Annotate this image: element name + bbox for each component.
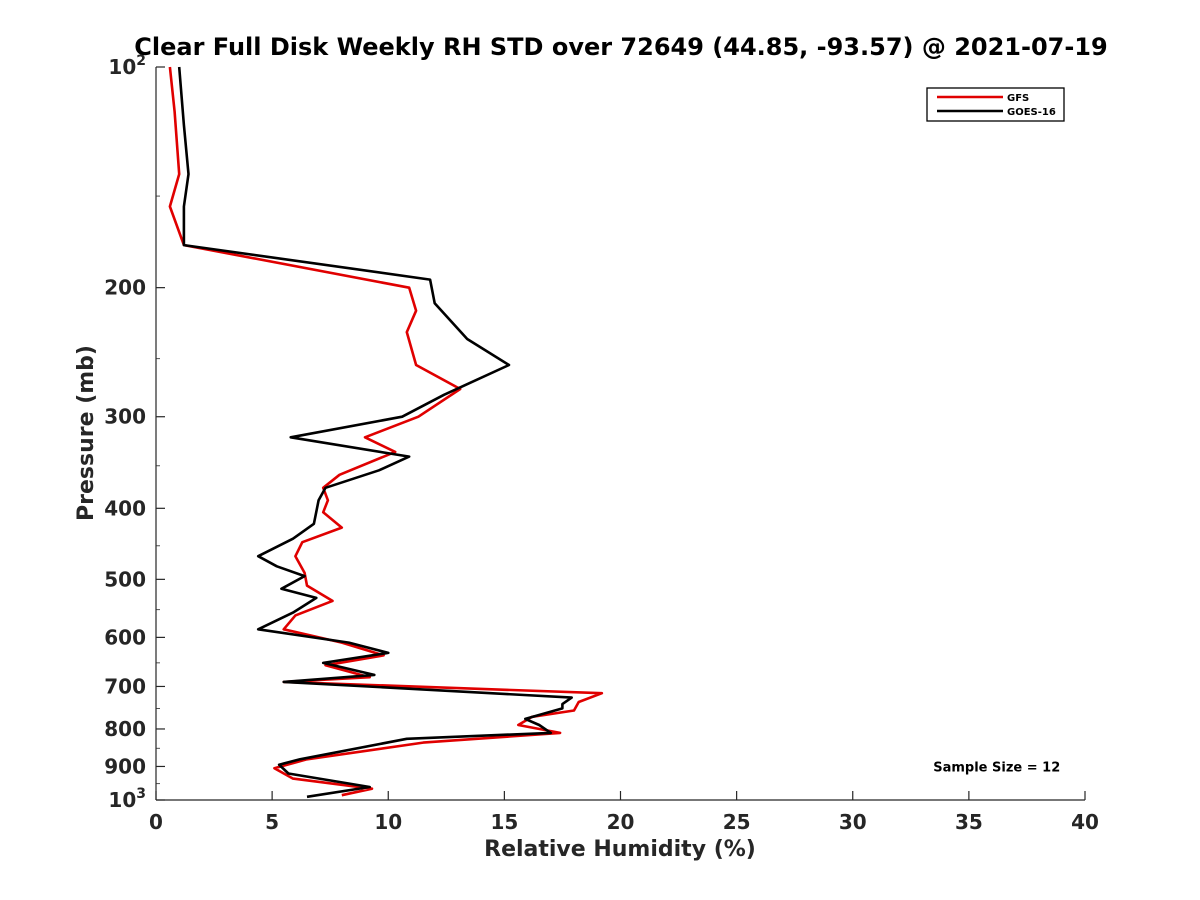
x-tick-label: 25 [723,810,751,834]
series-layer [168,66,604,799]
series-line-goes-16 [177,66,574,799]
chart-title: Clear Full Disk Weekly RH STD over 72649… [134,33,1107,61]
y-tick-label: 200 [104,276,146,300]
y-tick-label: 900 [104,754,146,778]
x-tick-label: 5 [265,810,279,834]
y-tick-label: 700 [104,674,146,698]
sample-size-annotation: Sample Size = 12 [933,760,1060,775]
y-tick-label: 500 [104,567,146,591]
legend-entry: GOES-16 [1007,107,1056,118]
y-tick-label: 300 [104,405,146,429]
x-tick-label: 20 [607,810,635,834]
x-tick-label: 30 [839,810,867,834]
series-line-gfs [168,66,604,797]
y-axis-label: Pressure (mb) [74,345,99,521]
x-axis-label: Relative Humidity (%) [484,837,756,862]
x-tick-label: 15 [490,810,518,834]
x-tick-label: 10 [374,810,402,834]
annotations: Sample Size = 12 [933,760,1060,775]
x-tick-label: 40 [1071,810,1099,834]
x-tick-label: 0 [149,810,163,834]
y-tick-label: 800 [104,717,146,741]
legend-box [926,87,1065,122]
y-tick-label: 400 [104,496,146,520]
legend-entry: GFS [1007,93,1029,104]
legend: GFS GOES-16 [926,87,1065,122]
x-axis-ticks: 0 5 10 15 20 25 30 35 40 [149,791,1099,834]
y-tick-label: 600 [104,625,146,649]
x-tick-label: 35 [955,810,983,834]
